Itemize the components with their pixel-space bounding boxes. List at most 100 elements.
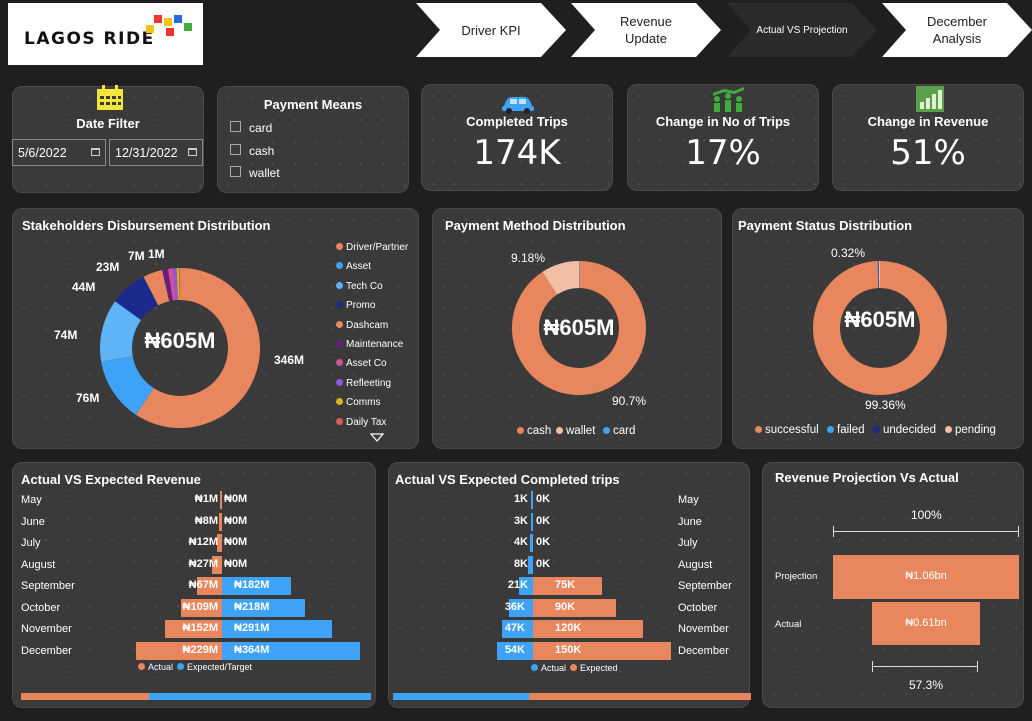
donut-slice [115,276,159,320]
kpi-label: Change in No of Trips [655,114,791,129]
slice-label: 44M [72,280,96,294]
nav-revenue-update[interactable]: Revenue Update [571,3,721,57]
legend-actual: Actual [138,662,173,672]
kpi-completed-trips: Completed Trips 174K [421,84,613,191]
actual-bar [218,512,222,531]
legend-item: Asset [336,261,371,272]
legend-label: Driver/Partner [346,242,409,253]
scrollbar-right[interactable] [149,693,371,700]
legend-label: wallet [566,425,596,437]
scrollbar-left[interactable] [21,693,149,700]
legend-label: pending [955,424,996,436]
legend-label: cash [527,425,552,437]
projection-bar: ₦1.06bn [833,555,1019,599]
payment-method-donut [512,261,646,395]
donut-slice [176,268,180,301]
actual-value-label: ₦229M [182,643,218,656]
donut-slice [579,261,580,289]
expected-value-label: ₦0M [224,514,248,527]
month-label: August [678,558,713,571]
slice-label: 1M [148,247,165,261]
logo-squares-icon [146,15,192,36]
nav-driver-kpi[interactable]: Driver KPI [416,3,566,57]
donut-slice [877,261,880,289]
kpi-label: Change in Revenue [867,114,989,129]
expected-value-label: 150K [555,643,582,656]
trips-chart-title: Actual VS Expected Completed trips [395,472,620,487]
month-label: June [21,515,45,528]
calendar-icon [97,85,123,110]
expected-bar [533,598,616,617]
actual-value-label: ₦12M [188,536,218,548]
payment-status-donut [813,261,947,395]
month-label: May [678,494,699,506]
month-label: September [678,580,732,592]
donut-slice [136,268,260,428]
expected-value-label: 0K [536,514,551,527]
actual-bar [519,577,533,595]
actual-bar [211,555,222,574]
actual-bar [531,491,533,509]
projection-bar-value: ₦1.06bn [905,570,947,582]
start-date-input[interactable]: 5/6/2022 [12,139,106,166]
nav-label: Actual VS Projection [756,25,848,36]
actual-bar [527,555,533,574]
actual-bar: ₦0.61bn [872,602,980,645]
month-label: December [678,644,729,657]
legend-dot [336,340,343,347]
month-label: October [678,601,718,614]
donut-slice [542,261,579,295]
date-filter-title: Date Filter [76,116,140,131]
stakeholders-center-label: ₦605M [144,328,216,353]
wallet-option-label: wallet [249,166,280,180]
legend-item: Dashcam [336,320,388,331]
end-date-input[interactable]: 12/31/2022 [109,139,203,166]
legend-label: undecided [883,424,937,436]
legend-item: Maintenance [336,339,403,350]
calendar-mini-icon [91,148,100,156]
kpi-value: 17% [685,133,761,173]
legend-label: Actual [541,663,567,673]
donut-slice [878,261,880,289]
legend-label: Comms [346,397,381,409]
slice-label: 99.36% [865,398,906,412]
scrollbar-left[interactable] [393,693,529,700]
slice-label: 90.7% [612,394,647,408]
actual-value-label: 1K [513,493,528,505]
nav-label: Driver KPI [461,23,521,38]
expected-value-label: 90K [555,600,576,613]
car-icon [502,97,534,114]
expected-value-label: ₦218M [234,600,270,613]
expected-bar [533,641,671,660]
donut-slice [162,268,173,302]
nav-december-analysis[interactable]: December Analysis [882,3,1032,57]
legend-actual: Actual [531,663,566,673]
cash-checkbox[interactable] [230,144,241,155]
bracket-end [833,526,834,537]
actual-bar [220,491,222,509]
legend-dot [336,281,343,289]
actual-value-label: ₦1M [194,493,218,505]
legend-item: undecided [873,424,936,436]
calendar-mini-icon [188,148,197,156]
card-checkbox[interactable] [230,121,241,132]
wallet-checkbox[interactable] [230,166,241,177]
chevron-down-icon[interactable] [370,433,384,442]
payment-means-title: Payment Means [263,97,363,112]
actual-value-label: ₦67M [188,579,218,591]
expected-value-label: 75K [555,579,576,591]
donut-slice [877,261,879,289]
legend-item: Comms [336,397,380,408]
scrollbar-right[interactable] [529,693,751,700]
revenue-chart-panel: Actual VS Expected Revenue May ₦1M ₦0M June… [12,462,376,708]
donut-slice [173,268,178,301]
projection-row-label: Projection [775,571,818,582]
slice-label: 7M [128,249,145,263]
month-label: August [21,558,56,571]
actual-bar [531,512,533,531]
nav-actual-vs-projection[interactable]: Actual VS Projection [727,3,877,57]
payment-method-panel: Payment Method Distribution ₦605M 9.18% … [432,208,722,449]
month-label: September [21,580,75,592]
payment-method-center-label: ₦605M [543,315,615,340]
people-growth-icon [713,87,744,112]
